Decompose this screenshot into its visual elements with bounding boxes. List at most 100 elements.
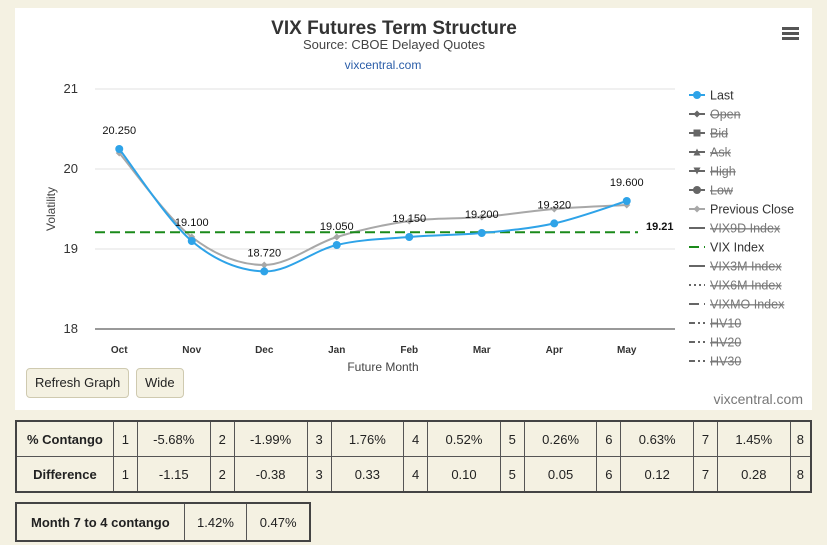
legend-item[interactable]: HV30	[689, 355, 741, 369]
legend-label: VIX Index	[710, 241, 765, 255]
data-point	[550, 205, 558, 213]
table-cell: 4	[403, 456, 429, 493]
legend-label: HV30	[710, 355, 741, 369]
table-cell: % Contango	[15, 420, 114, 457]
table-cell: 5	[499, 456, 525, 493]
legend-item[interactable]: Last	[689, 89, 734, 103]
legend-label: VIXMO Index	[710, 298, 785, 312]
legend-label: VIX6M Index	[710, 279, 782, 293]
table-cell: 5	[499, 420, 525, 457]
x-tick-label: Feb	[400, 345, 418, 356]
table-cell: -5.68%	[136, 420, 211, 457]
legend-item[interactable]: Ask	[689, 146, 732, 160]
table-cell: 4	[403, 420, 429, 457]
legend-item[interactable]: Previous Close	[689, 203, 794, 217]
legend-item[interactable]: HV10	[689, 317, 741, 331]
legend-label: Bid	[710, 127, 728, 141]
y-tick-label: 21	[64, 81, 78, 96]
table-cell: -1.99%	[233, 420, 308, 457]
table-cell: 1.76%	[330, 420, 405, 457]
legend-item[interactable]: VIX Index	[689, 241, 765, 255]
data-point	[405, 217, 413, 225]
table-cell: 8	[789, 456, 812, 493]
data-point	[478, 213, 486, 221]
chart-title: VIX Futures Term Structure	[271, 18, 517, 39]
x-axis-title: Future Month	[347, 360, 418, 374]
data-point	[405, 233, 414, 241]
legend-symbol	[693, 110, 701, 118]
table-row: Month 7 to 4 contango 1.42% 0.47%	[15, 502, 311, 542]
data-label: 19.600	[610, 177, 644, 189]
legend-item[interactable]: VIX9D Index	[689, 222, 781, 236]
table-cell: Month 7 to 4 contango	[15, 502, 185, 542]
wide-button[interactable]: Wide	[136, 368, 184, 398]
x-tick-label: Nov	[182, 345, 201, 356]
data-label: 18.720	[247, 247, 281, 259]
legend-label: HV10	[710, 317, 741, 331]
contango-table: % Contango 1 -5.68% 2 -1.99% 3 1.76% 4 0.52% 5 0.2…	[15, 420, 812, 493]
legend-label: Low	[710, 184, 734, 198]
table-cell: 8	[789, 420, 812, 457]
data-point	[260, 267, 269, 276]
table-cell: 1	[112, 420, 138, 457]
table-cell: 1.42%	[183, 502, 248, 542]
chart-panel	[15, 8, 812, 410]
data-label: 19.320	[537, 199, 571, 211]
data-label: 19.100	[175, 217, 209, 229]
table-cell: 6	[596, 456, 622, 493]
table-cell: 0.63%	[620, 420, 695, 457]
refresh-button[interactable]: Refresh Graph	[26, 368, 130, 398]
data-point	[115, 145, 124, 153]
legend-symbol	[693, 129, 701, 137]
data-point	[622, 197, 631, 205]
legend-label: HV20	[710, 336, 741, 350]
source-link[interactable]: vixcentral.com	[345, 58, 422, 72]
legend-item[interactable]: Open	[689, 108, 741, 122]
table-cell: 6	[596, 420, 622, 457]
table-cell: 7	[693, 456, 718, 493]
legend-item[interactable]: HV20	[689, 336, 741, 350]
data-point	[332, 241, 341, 249]
table-cell: 0.28	[716, 456, 791, 493]
y-tick-label: 20	[64, 161, 78, 176]
table-cell: 3	[306, 420, 332, 457]
data-point	[333, 233, 341, 241]
table-cell: 3	[306, 456, 332, 493]
data-point	[550, 219, 559, 228]
chart-subtitle: Source: CBOE Delayed Quotes	[303, 37, 486, 52]
index-label: 19.21	[646, 221, 674, 233]
table-cell: 0.12	[620, 456, 695, 493]
data-label: 20.250	[102, 125, 136, 137]
legend-symbol	[693, 205, 701, 213]
legend-item[interactable]: VIX3M Index	[689, 260, 782, 274]
legend-item[interactable]: VIXMO Index	[689, 298, 785, 312]
table-cell: -1.15	[136, 456, 211, 493]
table-cell: 0.10	[427, 456, 501, 493]
table-cell: 0.05	[523, 456, 598, 493]
legend-label: Ask	[710, 146, 732, 160]
data-label: 19.200	[465, 209, 499, 221]
table-cell: Difference	[15, 456, 114, 493]
legend-symbol	[693, 186, 701, 194]
legend-symbol	[693, 91, 701, 99]
legend-item[interactable]: High	[689, 165, 736, 179]
legend-item[interactable]: Bid	[689, 127, 728, 141]
menu-icon[interactable]	[782, 27, 799, 40]
table-cell: 0.47%	[246, 502, 311, 542]
table-cell: 1	[112, 456, 138, 493]
table-row: Difference 1 -1.15 2 -0.38 3 0.33 4 0.10 5 0.05 6 0.…	[15, 456, 812, 493]
x-tick-label: Mar	[473, 345, 491, 356]
x-tick-label: Dec	[255, 345, 274, 356]
credits[interactable]: vixcentral.com	[714, 391, 803, 407]
data-point	[187, 237, 196, 245]
legend-label: Previous Close	[710, 203, 794, 217]
legend-label: High	[710, 165, 736, 179]
data-label: 19.050	[320, 221, 354, 233]
legend-item[interactable]: VIX6M Index	[689, 279, 782, 293]
chart: VIX Futures Term Structure Source: CBOE …	[44, 18, 803, 407]
month-table: Month 7 to 4 contango 1.42% 0.47%	[15, 502, 311, 542]
legend-item[interactable]: Low	[689, 184, 734, 198]
table-cell: 0.26%	[523, 420, 598, 457]
x-tick-label: Oct	[111, 345, 128, 356]
y-tick-label: 18	[64, 321, 78, 336]
